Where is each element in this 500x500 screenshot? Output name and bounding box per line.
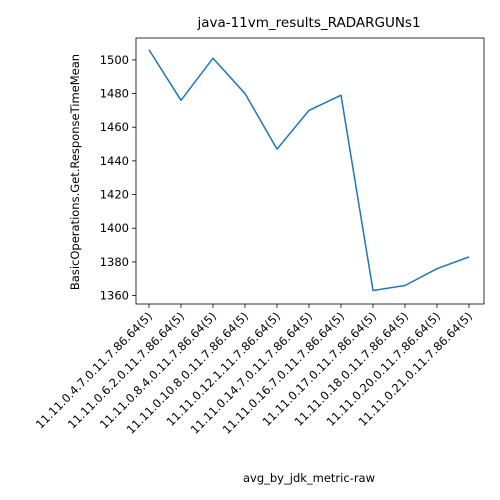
y-tick-label: 1460 xyxy=(100,120,129,134)
plot-frame xyxy=(135,37,485,305)
y-tick-label: 1500 xyxy=(100,53,129,67)
y-tick-label: 1420 xyxy=(100,188,129,202)
y-tick-label: 1380 xyxy=(100,255,129,269)
chart-title: java-11vm_results_RADARGUNs1 xyxy=(196,15,420,31)
y-tick-label: 1480 xyxy=(100,87,129,101)
x-axis-label: avg_by_jdk_metric-raw xyxy=(243,471,375,485)
series-line xyxy=(148,49,470,292)
y-tick-label: 1440 xyxy=(100,154,129,168)
plot-area: 1360138014001420144014601480150011.11.0.… xyxy=(33,37,485,437)
y-axis-label: BasicOperations.Get.ResponseTimeMean xyxy=(68,54,82,290)
y-tick-label: 1360 xyxy=(100,289,129,303)
y-tick-label: 1400 xyxy=(100,221,129,235)
